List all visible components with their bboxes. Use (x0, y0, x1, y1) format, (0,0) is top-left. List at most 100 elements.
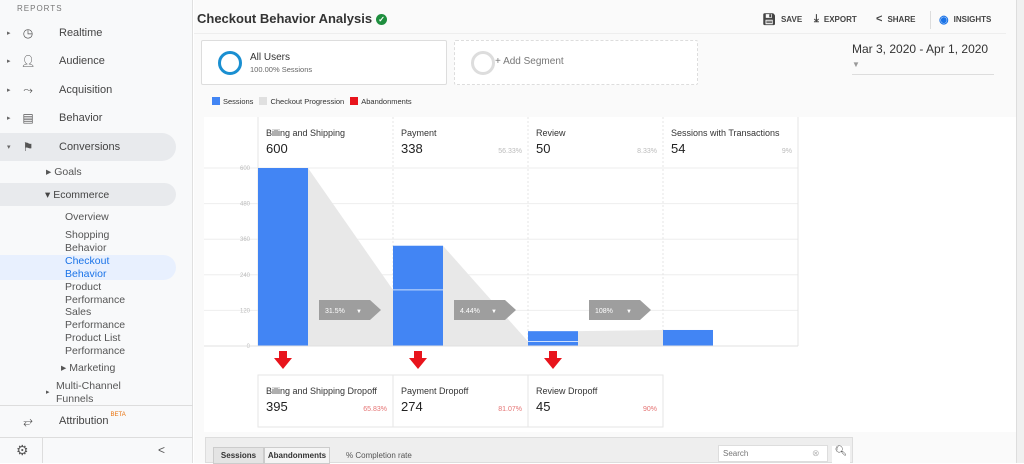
chart-legend: Sessions Checkout Progression Abandonmen… (212, 97, 412, 106)
verified-shield-icon: ✓ (376, 14, 388, 25)
y-tick-label: 0 (247, 344, 251, 350)
date-range-picker[interactable]: Mar 3, 2020 - Apr 1, 2020 ▼ (852, 42, 994, 75)
sidebar-item-overview[interactable]: Overview (65, 211, 109, 223)
step-value: 600 (266, 141, 288, 156)
progression-badge (454, 300, 516, 320)
sessions-bar (663, 329, 713, 346)
tab-sessions[interactable]: Sessions (213, 447, 264, 464)
step-value: 50 (536, 141, 550, 156)
dropdown-icon: ▼ (852, 60, 860, 69)
table-toolbar: Sessions Abandonments % Completion rate … (205, 437, 853, 464)
step-percent: 8.33% (637, 148, 657, 155)
dropoff-value: 395 (266, 399, 288, 414)
label: Audience (59, 55, 105, 67)
flag-icon: ⚑ (22, 140, 34, 154)
sidebar-item-multi-channel-funnels[interactable]: ▸ Multi-Channel Funnels (46, 380, 136, 405)
legend-abandonments: Abandonments (350, 97, 412, 106)
label: Conversions (59, 141, 121, 153)
collapse-sidebar-button[interactable]: < (158, 443, 166, 457)
label: Behavior (59, 112, 103, 124)
sidebar-item-audience[interactable]: ▸ 👤︎ Audience (7, 54, 105, 68)
search-icon[interactable]: 🔍︎ (832, 446, 850, 463)
insights-button[interactable]: ◉ INSIGHTS (939, 14, 992, 26)
acquisition-icon: ⤳ (23, 82, 33, 97)
export-button[interactable]: ⤓ EXPORT (814, 13, 857, 25)
sidebar-item-attribution[interactable]: ⥂ Attribution BETA (0, 407, 176, 435)
empty-ring-icon (471, 51, 495, 75)
step-percent: 56.33% (498, 148, 522, 155)
sessions-bar (528, 331, 578, 346)
sessions-bar (258, 168, 308, 346)
step-name: Sessions with Transactions (671, 128, 780, 138)
y-tick-label: 360 (240, 237, 251, 243)
legend-sessions: Sessions (212, 97, 253, 106)
dropoff-value: 45 (536, 399, 550, 414)
progression-badge (319, 300, 381, 320)
progression-badge (589, 300, 651, 320)
share-button[interactable]: < SHARE (876, 13, 916, 25)
beta-badge: BETA (110, 412, 126, 418)
sidebar-item-shopping-behavior[interactable]: Shopping Behavior (65, 229, 110, 254)
label: Ecommerce (53, 188, 110, 201)
sidebar-item-checkout-behavior[interactable]: Checkout Behavior (65, 255, 110, 280)
abandonment-arrow-icon (409, 351, 427, 369)
scrollbar[interactable] (1016, 0, 1024, 463)
sidebar-item-product-list-performance[interactable]: Product List Performance (65, 332, 126, 357)
save-icon: 💾︎ (762, 14, 776, 26)
segment-sub: 100.00% Sessions (250, 65, 313, 74)
dropdown-icon: ▼ (356, 309, 362, 315)
dropoff-percent: 81.07% (498, 406, 522, 413)
clear-icon[interactable]: ⊗ (812, 448, 820, 458)
tab-abandonments[interactable]: Abandonments (264, 447, 330, 464)
progression-area (578, 329, 663, 346)
checkout-funnel-chart: 0 120 240 360 480 600 Billing and Shipping 600 3… (204, 117, 799, 428)
sidebar-item-behavior[interactable]: ▸ ▤ Behavior (7, 111, 103, 125)
segment-name: All Users (250, 52, 291, 63)
search-input[interactable] (718, 445, 828, 462)
dropoff-value: 274 (401, 399, 423, 414)
step-name: Review (536, 128, 566, 138)
label: Marketing (69, 362, 116, 374)
step-name: Billing and Shipping (266, 128, 345, 138)
abandonment-arrow-icon (544, 351, 562, 369)
progression-rate: 31.5% (325, 308, 345, 315)
dropoff-percent: 65.83% (363, 406, 387, 413)
clock-icon: ◷ (22, 26, 34, 40)
progression-rate: 108% (595, 308, 613, 315)
y-tick-label: 480 (240, 202, 251, 208)
y-tick-label: 600 (240, 166, 251, 172)
segment-all-users[interactable]: All Users 100.00% Sessions (201, 40, 447, 85)
step-name: Payment (401, 128, 437, 138)
y-tick-label: 240 (240, 273, 251, 279)
save-button[interactable]: 💾︎ SAVE (762, 14, 803, 26)
dropoff-name: Billing and Shipping Dropoff (266, 386, 377, 396)
label: Multi-Channel Funnels (56, 380, 121, 405)
progression-rate: 4.44% (460, 308, 480, 315)
dropoff-name: Payment Dropoff (401, 386, 469, 396)
dropoff-box (392, 374, 529, 428)
step-percent: 9% (782, 148, 792, 155)
add-segment-button[interactable]: + Add Segment (454, 40, 698, 85)
sidebar-item-goals[interactable]: ▸ Goals (46, 166, 82, 178)
label: Realtime (59, 27, 103, 39)
insights-icon: ◉ (939, 14, 949, 26)
label: Attribution (59, 415, 109, 427)
attribution-icon: ⥂ (23, 413, 33, 428)
person-icon: 👤︎ (20, 54, 36, 68)
download-icon: ⤓ (814, 13, 819, 25)
sidebar-item-realtime[interactable]: ▸ ◷ Realtime (7, 26, 103, 40)
sidebar-item-ecommerce[interactable]: ▾ Ecommerce (0, 183, 176, 206)
sidebar-item-conversions[interactable]: ▾ ⚑ Conversions (0, 133, 176, 161)
legend-progression: Checkout Progression (259, 97, 344, 106)
completion-rate-label: % Completion rate (346, 451, 412, 460)
gear-icon[interactable]: ⚙ (16, 442, 29, 458)
y-tick-label: 120 (240, 308, 251, 314)
sidebar-item-product-performance[interactable]: Product Performance (65, 281, 126, 306)
dropoff-percent: 90% (643, 406, 657, 413)
dropoff-name: Review Dropoff (536, 386, 598, 396)
sidebar-item-sales-performance[interactable]: Sales Performance (65, 306, 126, 331)
reports-heading: REPORTS (17, 4, 63, 13)
sidebar: REPORTS ▸ ◷ Realtime ▸ 👤︎ Audience ▸ ⤳ Acquisi… (0, 0, 193, 463)
sidebar-item-marketing[interactable]: ▸ Marketing (61, 362, 116, 374)
sidebar-item-acquisition[interactable]: ▸ ⤳ Acquisition (7, 82, 113, 97)
